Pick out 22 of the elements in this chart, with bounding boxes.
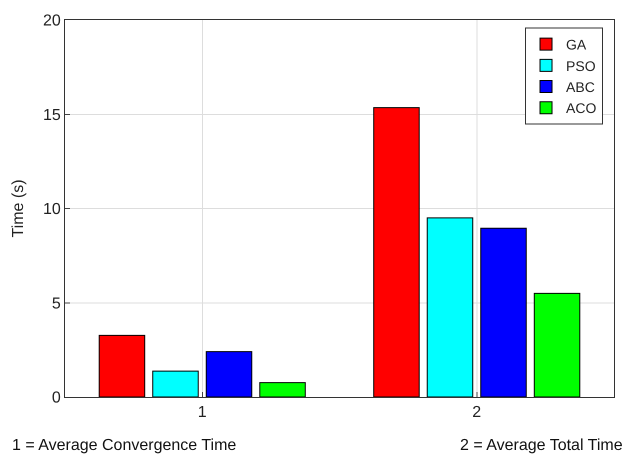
legend-label: ACO [566,100,596,116]
bar [534,292,580,397]
legend-label: PSO [566,58,596,74]
y-axis-title: Time (s) [10,179,27,238]
legend-label: ABC [566,79,595,95]
y-tick-label: 0 [52,390,61,407]
bar [259,382,306,397]
bar [480,228,527,397]
x-tick-label: 1 [198,404,207,422]
y-tick-label: 15 [43,106,61,124]
y-tick-label: 20 [43,12,61,30]
bar [206,351,252,397]
bar [152,370,199,397]
bar [98,334,146,397]
x-tick-label: 2 [472,404,482,422]
y-tick-label: 10 [43,201,61,218]
bar [426,217,474,397]
bar [373,107,420,397]
legend-label: GA [566,36,587,53]
text: 1 = Average Convergence Time [12,437,236,454]
text: 2 = Average Total Time [460,437,623,454]
y-tick-label: 5 [52,295,61,312]
